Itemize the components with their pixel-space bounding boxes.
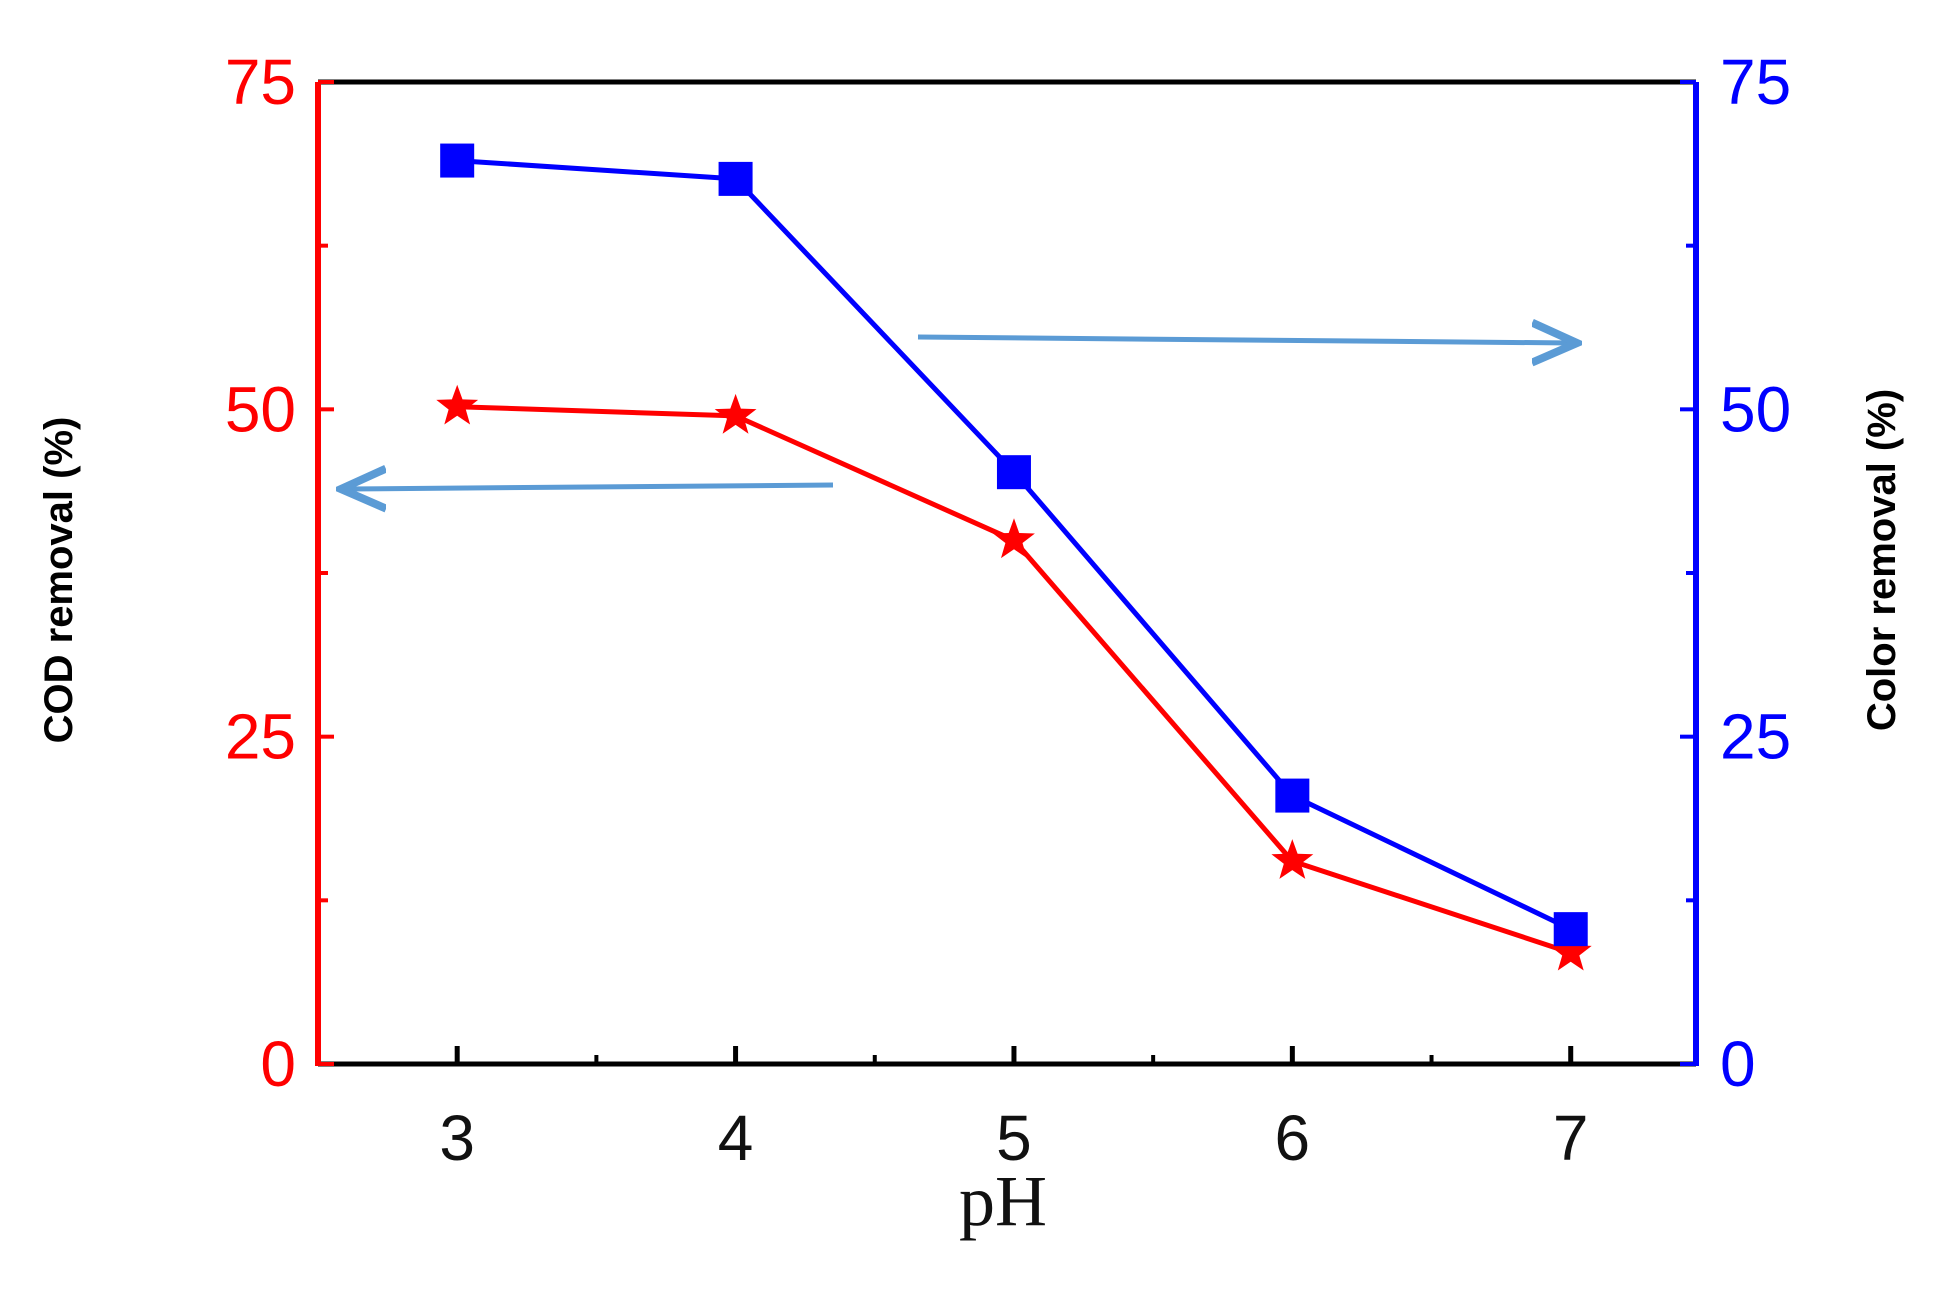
color-removal-point: [996, 455, 1031, 490]
cod-removal-point: [436, 384, 479, 425]
x-tick-label: 4: [718, 1102, 754, 1174]
arrow-to-right-axis: [917, 337, 1572, 343]
x-tick-label: 3: [439, 1102, 475, 1174]
x-axis-title: pH: [959, 1161, 1047, 1241]
cod-removal-point: [714, 393, 757, 434]
left-tick-label: 75: [225, 46, 296, 118]
cod-removal-point: [1549, 930, 1592, 971]
right-tick-label: 75: [1720, 46, 1791, 118]
x-tick-label: 7: [1553, 1102, 1589, 1174]
right-tick-label: 25: [1720, 701, 1791, 773]
left-tick-label: 0: [260, 1028, 296, 1100]
left-axis-title: COD removal (%): [37, 417, 81, 744]
plot-area: 0 25 50 75 0 25 50 75 3 4 5 6 7: [225, 46, 1791, 1174]
color-removal-point: [1553, 912, 1588, 947]
x-tick-label: 5: [996, 1102, 1032, 1174]
left-tick-label: 50: [225, 373, 296, 445]
color-removal-point: [718, 161, 753, 196]
left-tick-label: 25: [225, 701, 296, 773]
right-axis-title: Color removal (%): [1860, 389, 1904, 731]
arrow-to-left-axis: [346, 485, 834, 489]
cod-removal-point: [993, 518, 1035, 559]
cod-removal-point: [1271, 839, 1314, 879]
x-tick-label: 6: [1275, 1102, 1311, 1174]
right-tick-label: 50: [1720, 373, 1791, 445]
right-tick-label: 0: [1720, 1028, 1756, 1100]
color-removal-point: [440, 143, 475, 178]
color-removal-point: [1275, 778, 1310, 813]
